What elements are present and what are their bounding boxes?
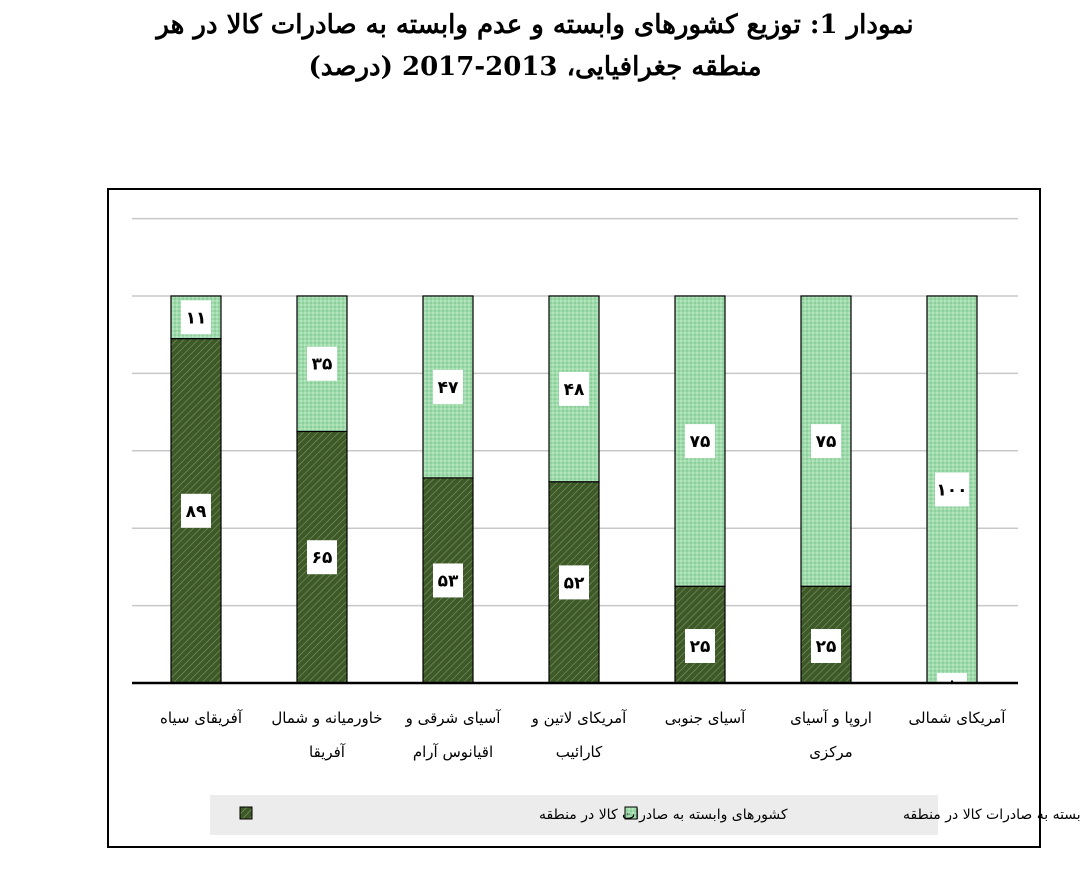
chart-frame — [107, 188, 1041, 848]
category-label: اروپا و آسیای — [790, 709, 872, 728]
bars — [170, 295, 978, 684]
category-label: اقیانوس آرام — [413, 743, 493, 761]
data-label-box — [307, 346, 337, 381]
data-label-box — [685, 424, 715, 459]
data-label-box — [811, 629, 841, 663]
data-label: ۴۷ — [438, 378, 459, 398]
category-label: آسیای شرقی و — [405, 709, 502, 727]
category-label: آمریکای شمالی — [909, 709, 1007, 727]
category-labels: آفریقای سیاه خاورمیانه و شمال آفریقا آسیای … — [160, 709, 1006, 761]
data-label: ۵۳ — [438, 571, 459, 591]
data-label-box — [559, 371, 589, 406]
data-label: ۱۰۰ — [936, 481, 967, 501]
data-label: ۲۵ — [690, 637, 711, 657]
data-label-box — [433, 563, 463, 598]
data-label: ۷۵ — [816, 432, 837, 452]
data-label-box — [181, 493, 211, 528]
data-label: ۱۱ — [186, 308, 207, 328]
category-label: آمریکای لاتین و — [531, 709, 628, 727]
category-label: آفریقا — [309, 743, 346, 761]
category-label: کارائیب — [556, 743, 603, 761]
data-label: ۶۵ — [312, 548, 333, 568]
chart-title-line-2: منطقه جغرافیایی، 2013-2017 (درصد) — [308, 52, 762, 82]
data-label-box — [685, 629, 715, 663]
category-label: آسیای جنوبی — [665, 709, 746, 727]
legend-box — [210, 795, 938, 835]
data-label-box — [811, 424, 841, 459]
data-label-box — [433, 369, 463, 404]
legend-label-non-dependent: کشورهای ناوابسته به صادرات کالا در منطقه — [903, 807, 1080, 823]
data-label: ۰ — [948, 674, 955, 688]
data-label-box — [559, 565, 589, 600]
category-label: خاورمیانه و شمال — [271, 709, 382, 727]
data-label: ۳۵ — [312, 355, 333, 375]
data-label: ۲۵ — [816, 637, 837, 657]
category-label: مرکزی — [809, 743, 852, 761]
legend-label-dependent: کشورهای وابسته به صادرات کالا در منطقه — [539, 807, 788, 823]
data-label: ۷۵ — [690, 432, 711, 452]
data-label-box — [181, 300, 211, 335]
legend-swatch-non-dependent — [624, 806, 638, 820]
category-label: آفریقای سیاه — [160, 709, 243, 727]
data-label-box — [935, 472, 969, 507]
data-label-box — [307, 540, 337, 575]
legend-swatch-dependent — [239, 806, 253, 820]
data-label: ۴۸ — [564, 380, 585, 400]
data-label: ۸۹ — [186, 502, 207, 522]
data-label: ۵۲ — [564, 573, 585, 593]
legend: کشورهای ناوابسته به صادرات کالا در منطقه… — [210, 795, 1080, 835]
chart-title-line-1: نمودار 1: توزیع کشورهای وابسته و عدم واب… — [156, 10, 914, 40]
